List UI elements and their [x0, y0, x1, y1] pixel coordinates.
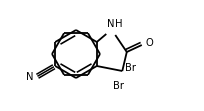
Text: N: N	[26, 72, 33, 82]
Text: Br: Br	[125, 63, 136, 73]
Text: O: O	[146, 38, 154, 48]
Text: N: N	[106, 19, 114, 29]
Text: H: H	[115, 19, 123, 29]
Text: Br: Br	[113, 81, 124, 91]
